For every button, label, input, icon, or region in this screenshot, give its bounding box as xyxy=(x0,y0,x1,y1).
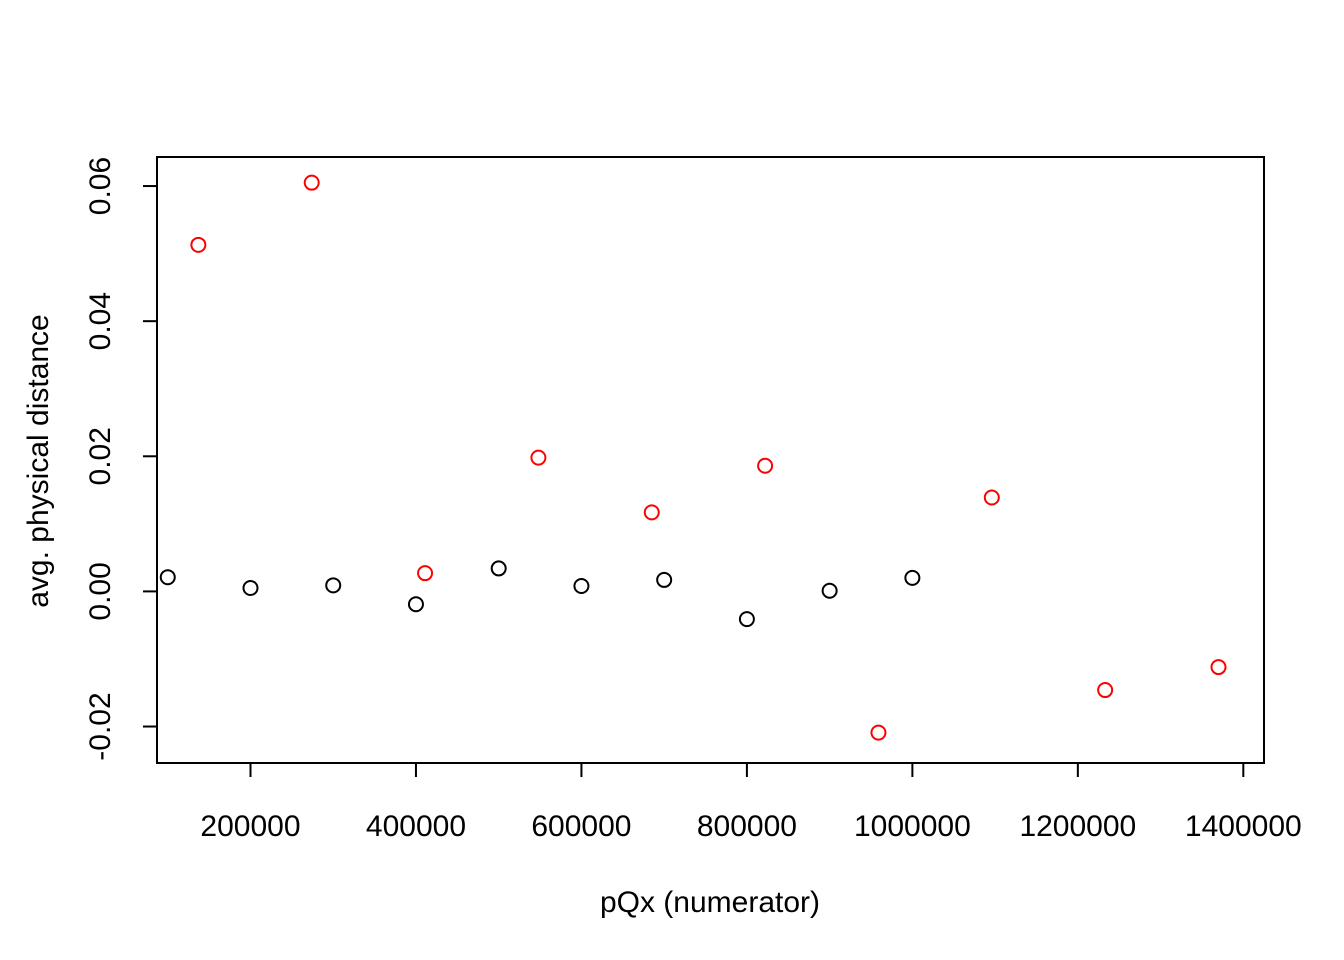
data-point xyxy=(656,571,673,588)
x-tick-label: 1000000 xyxy=(854,810,971,843)
y-tick-label: 0.02 xyxy=(84,427,117,485)
y-tick-label: 0.04 xyxy=(84,292,117,350)
data-point xyxy=(983,489,1000,506)
y-tick-label: -0.02 xyxy=(84,692,117,760)
y-tick-label: 0.06 xyxy=(84,157,117,215)
data-point xyxy=(190,236,207,253)
x-tick-label: 600000 xyxy=(531,810,631,843)
data-points xyxy=(159,174,1227,741)
y-tick-label: 0.00 xyxy=(84,562,117,620)
data-point xyxy=(870,724,887,741)
x-tick-label: 1200000 xyxy=(1019,810,1136,843)
data-point xyxy=(757,457,774,474)
data-point xyxy=(1097,682,1114,699)
y-axis-label: avg. physical distance xyxy=(22,314,55,608)
x-axis: 200000 400000 600000 800000 1000000 1200000 14… xyxy=(200,762,1302,843)
data-point xyxy=(242,580,259,597)
data-point xyxy=(643,504,660,521)
y-axis: -0.02 0.00 0.02 0.04 0.06 xyxy=(84,157,158,761)
plot-frame xyxy=(156,156,1265,764)
x-tick-label: 800000 xyxy=(697,810,797,843)
data-point xyxy=(490,560,507,577)
x-tick-label: 200000 xyxy=(200,810,300,843)
x-axis-label: pQx (numerator) xyxy=(600,886,820,919)
data-point xyxy=(303,174,320,191)
data-point xyxy=(904,569,921,586)
data-point xyxy=(417,565,434,582)
data-point xyxy=(821,582,838,599)
data-point xyxy=(573,577,590,594)
data-point xyxy=(407,596,424,613)
data-point xyxy=(1210,659,1227,676)
x-tick-label: 1400000 xyxy=(1185,810,1302,843)
data-point xyxy=(738,611,755,628)
data-point xyxy=(159,569,176,586)
data-point xyxy=(530,449,547,466)
x-tick-label: 400000 xyxy=(366,810,466,843)
data-point xyxy=(325,577,342,594)
